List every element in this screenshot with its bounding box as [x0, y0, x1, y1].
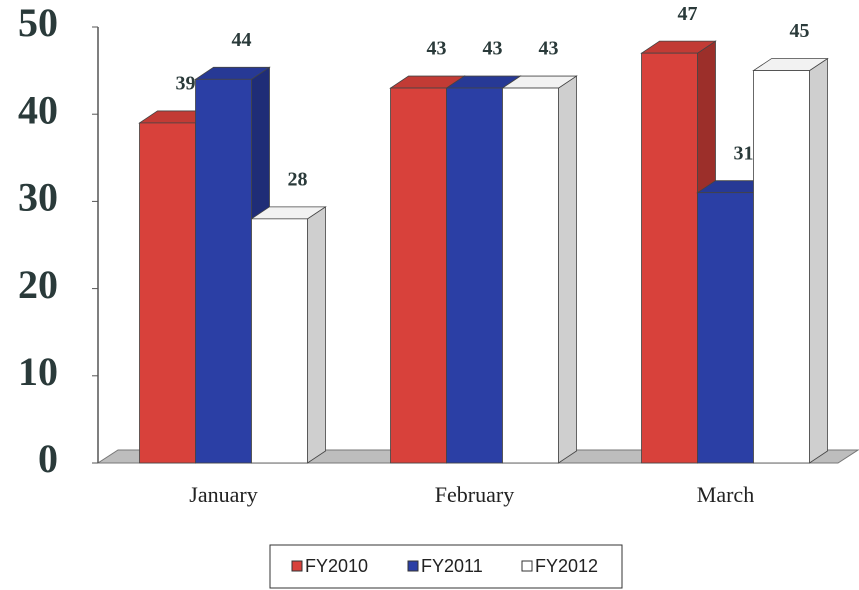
y-tick-label: 30 — [18, 175, 58, 220]
bar — [139, 122, 196, 464]
bar — [753, 70, 810, 464]
x-tick-label: February — [435, 482, 514, 507]
data-label: 43 — [539, 38, 559, 60]
data-label: 44 — [232, 29, 252, 51]
legend-label: FY2011 — [421, 556, 483, 576]
y-tick-label: 20 — [18, 262, 58, 307]
legend-swatch — [521, 560, 533, 572]
bar-side — [558, 75, 577, 464]
legend-box — [269, 544, 623, 589]
data-label: 45 — [790, 20, 810, 42]
y-tick-label: 0 — [38, 436, 58, 481]
legend-label: FY2010 — [305, 556, 368, 576]
bar — [697, 192, 754, 464]
bar — [446, 87, 503, 464]
bar — [641, 52, 698, 464]
data-label: 39 — [176, 73, 196, 95]
data-label: 43 — [483, 38, 503, 60]
data-label: 47 — [678, 3, 698, 25]
y-tick-label: 50 — [18, 0, 58, 45]
bar — [502, 87, 559, 464]
data-label: 31 — [734, 142, 754, 164]
x-tick-label: January — [189, 482, 257, 507]
data-label: 28 — [288, 168, 308, 190]
y-tick-label: 10 — [18, 349, 58, 394]
legend-label: FY2012 — [535, 556, 598, 576]
bar — [390, 87, 447, 464]
bar-side — [307, 206, 326, 464]
bar — [251, 218, 308, 464]
data-label: 43 — [427, 38, 447, 60]
legend-swatch — [407, 560, 419, 572]
legend-swatch — [291, 560, 303, 572]
y-tick-label: 40 — [18, 87, 58, 132]
bar-side — [809, 57, 828, 464]
x-tick-label: March — [697, 482, 754, 507]
bar — [195, 78, 252, 464]
